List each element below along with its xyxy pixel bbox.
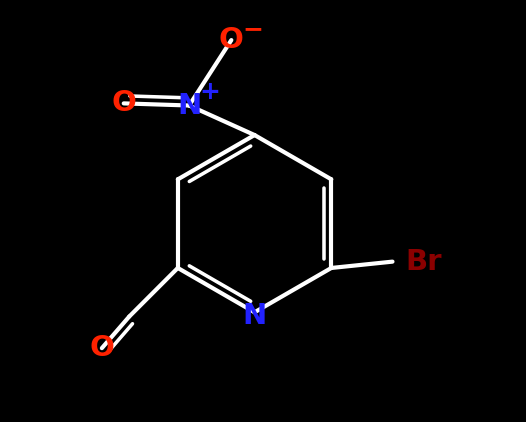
Text: N: N [242,303,267,330]
Text: O: O [89,334,114,362]
Text: Br: Br [405,248,442,276]
Text: N: N [177,92,201,119]
Text: O: O [112,89,136,117]
Text: O: O [219,26,244,54]
Text: +: + [199,80,220,104]
Text: −: − [243,18,264,41]
